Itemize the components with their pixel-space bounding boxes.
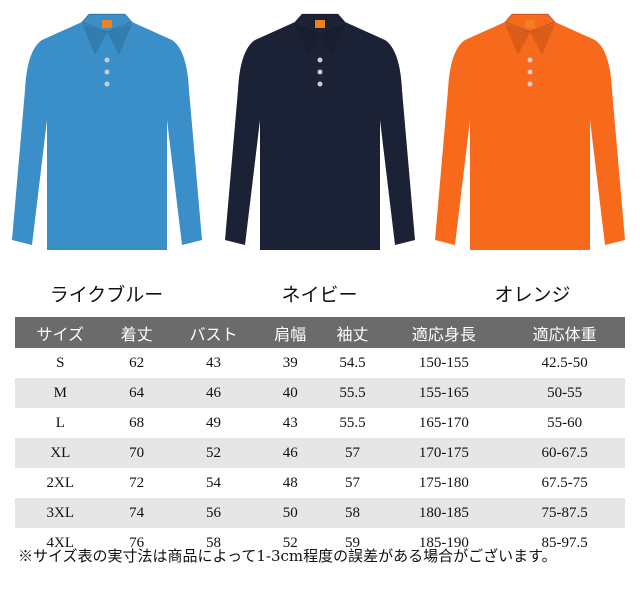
table-cell: 46 bbox=[259, 438, 322, 468]
table-row: S 62 43 39 54.5 150-155 42.5-50 bbox=[15, 348, 625, 378]
table-cell: 50-55 bbox=[504, 378, 625, 408]
table-row: XL 70 52 46 57 170-175 60-67.5 bbox=[15, 438, 625, 468]
table-cell: 58 bbox=[205, 534, 221, 551]
polo-shirt-image bbox=[430, 10, 630, 260]
table-cell: 2XL bbox=[46, 474, 75, 491]
table-cell: XL bbox=[15, 438, 106, 468]
table-cell: 54 bbox=[205, 474, 221, 491]
table-cell: L bbox=[55, 414, 65, 431]
table-cell: 52 bbox=[167, 438, 260, 468]
table-cell: 57 bbox=[321, 438, 384, 468]
table-cell: 75-87.5 bbox=[504, 498, 625, 528]
table-cell: 180-185 bbox=[383, 498, 505, 528]
table-cell: 55.5 bbox=[339, 414, 366, 431]
table-row: M 64 46 40 55.5 155-165 50-55 bbox=[15, 378, 625, 408]
table-row: 4XL 76 58 52 59 185-190 85-97.5 bbox=[15, 528, 625, 558]
table-cell: 46 bbox=[167, 378, 260, 408]
table-cell: 39 bbox=[282, 354, 298, 371]
table-cell: 3XL bbox=[15, 498, 106, 528]
table-cell: 4XL bbox=[46, 534, 75, 551]
table-cell: 48 bbox=[282, 474, 298, 491]
table-cell: 150-155 bbox=[418, 354, 469, 371]
table-cell: 59 bbox=[344, 534, 360, 551]
table-cell: 165-170 bbox=[418, 414, 469, 431]
table-cell: 52 bbox=[282, 534, 298, 551]
table-cell: 56 bbox=[167, 498, 260, 528]
size-note: ※サイズ表の実寸法は商品によって1-3cm程度の誤差がある場合がございます。 bbox=[18, 547, 557, 565]
table-cell: 76 bbox=[129, 534, 145, 551]
column-header: 適応体重 bbox=[504, 317, 625, 348]
table-cell: 72 bbox=[129, 474, 145, 491]
table-cell: 85-97.5 bbox=[541, 534, 588, 551]
table-cell: 55-60 bbox=[547, 414, 583, 431]
color-label: オレンジ bbox=[494, 284, 571, 306]
table-row: 2XL 72 54 48 57 175-180 67.5-75 bbox=[15, 468, 625, 498]
table-cell: 68 bbox=[129, 414, 145, 431]
polo-shirt-image bbox=[7, 10, 207, 260]
table-cell: 175-180 bbox=[418, 474, 469, 491]
table-cell: 55.5 bbox=[321, 378, 384, 408]
table-cell: 155-165 bbox=[383, 378, 505, 408]
table-cell: M bbox=[15, 378, 106, 408]
table-cell: 50 bbox=[259, 498, 322, 528]
table-cell: 58 bbox=[321, 498, 384, 528]
table-cell: S bbox=[56, 354, 65, 371]
table-cell: 54.5 bbox=[339, 354, 366, 371]
column-header: 肩幅 bbox=[259, 317, 322, 348]
polo-shirt-image bbox=[220, 10, 420, 260]
size-table: サイズ 着丈 バスト 肩幅 袖丈 適応身長 適応体重 S 62 43 39 54.5 150-155 4… bbox=[15, 317, 625, 558]
column-header: 適応身長 bbox=[383, 317, 505, 348]
table-cell: 62 bbox=[129, 354, 145, 371]
table-cell: 64 bbox=[105, 378, 168, 408]
table-cell: 170-175 bbox=[383, 438, 505, 468]
table-row: L 68 49 43 55.5 165-170 55-60 bbox=[15, 408, 625, 438]
table-cell: 60-67.5 bbox=[504, 438, 625, 468]
table-cell: 49 bbox=[205, 414, 221, 431]
table-cell: 70 bbox=[105, 438, 168, 468]
table-cell: 43 bbox=[205, 354, 221, 371]
table-cell: 43 bbox=[282, 414, 298, 431]
color-label: ネイビー bbox=[281, 284, 358, 306]
table-row: 3XL 74 56 50 58 180-185 75-87.5 bbox=[15, 498, 625, 528]
column-header: 着丈 bbox=[105, 317, 168, 348]
column-header: 袖丈 bbox=[321, 317, 384, 348]
table-cell: 67.5-75 bbox=[541, 474, 588, 491]
color-label: ライクブルー bbox=[49, 284, 164, 306]
table-cell: 42.5-50 bbox=[541, 354, 588, 371]
column-header: バスト bbox=[167, 317, 260, 348]
table-cell: 185-190 bbox=[418, 534, 469, 551]
column-header: サイズ bbox=[15, 317, 106, 348]
table-cell: 57 bbox=[344, 474, 360, 491]
table-cell: 74 bbox=[105, 498, 168, 528]
table-cell: 40 bbox=[259, 378, 322, 408]
